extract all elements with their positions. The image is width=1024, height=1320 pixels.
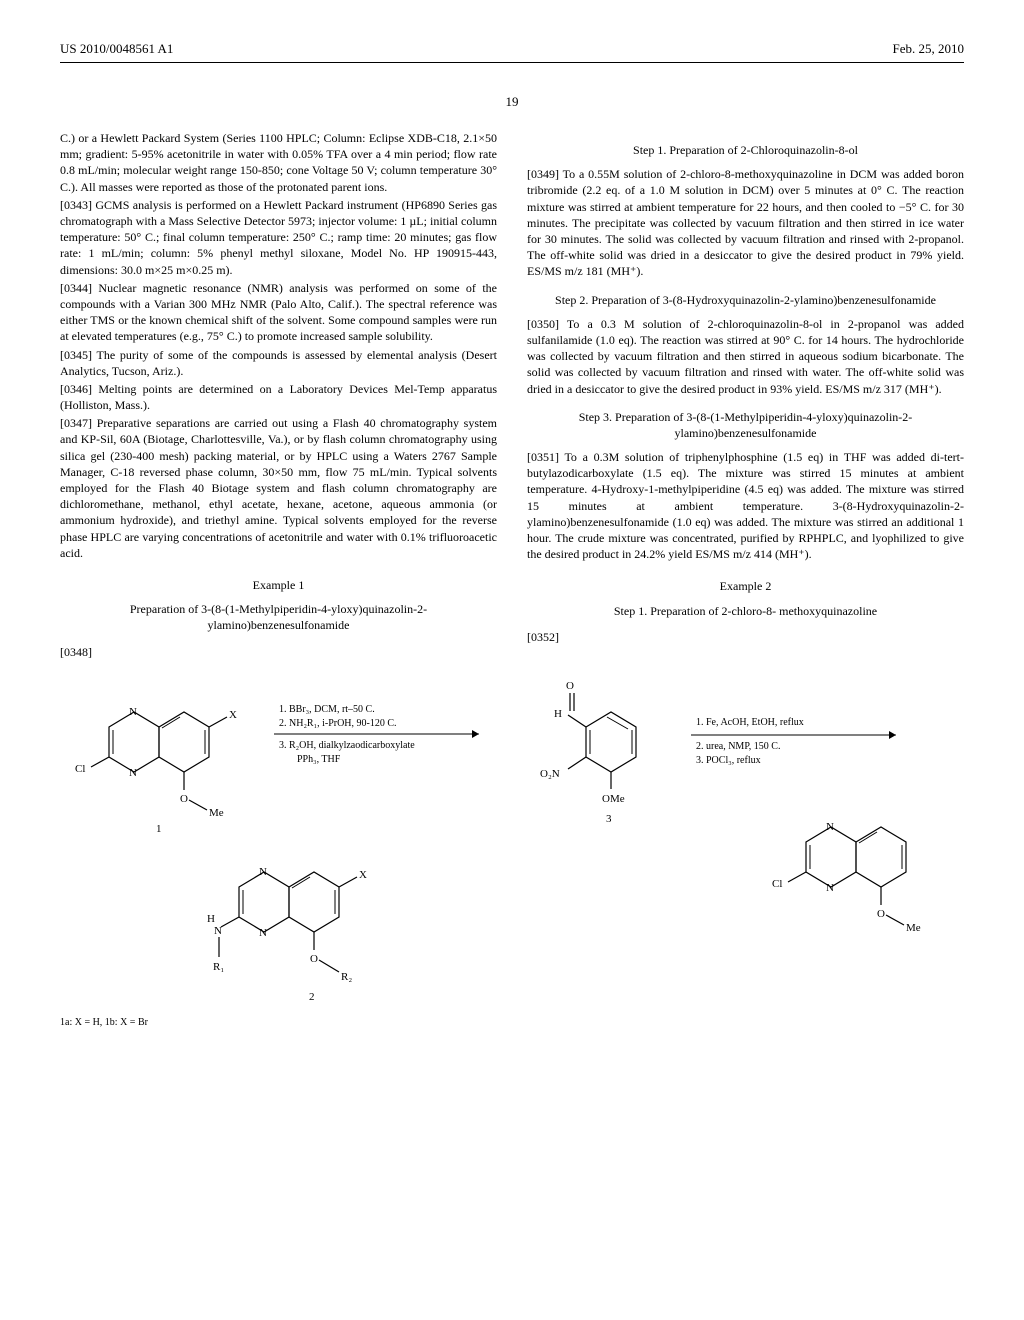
compound-2-label: 2	[309, 991, 315, 1003]
example-1-name: Preparation of 3-(8-(1-Methylpiperidin-4…	[60, 601, 497, 633]
atom-n: N	[259, 866, 267, 878]
para-0348: [0348]	[60, 644, 497, 660]
atom-n: N	[214, 925, 222, 937]
para-0344: [0344] Nuclear magnetic resonance (NMR) …	[60, 280, 497, 345]
scheme-1-svg: N N Cl X O Me 1 1. BBr₃,	[69, 672, 489, 1012]
reagent-line: PPh₃, THF	[297, 754, 341, 765]
para-0346: [0346] Melting points are determined on …	[60, 381, 497, 413]
atom-n: N	[259, 927, 267, 939]
atom-h: H	[207, 913, 215, 925]
atom-h: H	[554, 708, 562, 720]
page-header: US 2010/0048561 A1 Feb. 25, 2010	[60, 40, 964, 63]
atom-ome: OMe	[602, 793, 625, 805]
atom-n: N	[826, 821, 834, 833]
atom-r2: R₂	[341, 971, 352, 983]
atom-me: Me	[906, 922, 921, 934]
atom-x: X	[229, 709, 237, 721]
atom-n: N	[129, 706, 137, 718]
step-3-title: Step 3. Preparation of 3-(8-(1-Methylpip…	[527, 409, 964, 441]
para-0342-cont: C.) or a Hewlett Packard System (Series …	[60, 130, 497, 195]
reagent-line: 2. urea, NMP, 150 C.	[696, 741, 780, 752]
para-0349: [0349] To a 0.55M solution of 2-chloro-8…	[527, 166, 964, 279]
para-0352: [0352]	[527, 629, 964, 645]
scheme-1: N N Cl X O Me 1 1. BBr₃,	[60, 672, 497, 1030]
reagent-line: 1. Fe, AcOH, EtOH, reflux	[696, 717, 804, 728]
two-column-layout: C.) or a Hewlett Packard System (Series …	[60, 130, 964, 1041]
reagent-line: 1. BBr₃, DCM, rt–50 C.	[279, 704, 375, 715]
page-number: 19	[60, 93, 964, 111]
compound-1-label: 1	[156, 823, 162, 835]
atom-o: O	[310, 953, 318, 965]
atom-n: N	[826, 882, 834, 894]
example-2-name: Step 1. Preparation of 2-chloro-8- metho…	[527, 603, 964, 619]
atom-x: X	[359, 869, 367, 881]
atom-o: O	[566, 680, 574, 692]
reagent-line: 3. R₂OH, dialkylzaodicarboxylate	[279, 740, 415, 751]
atom-o: O	[180, 793, 188, 805]
step-2-title: Step 2. Preparation of 3-(8-Hydroxyquina…	[527, 292, 964, 308]
para-0345: [0345] The purity of some of the compoun…	[60, 347, 497, 379]
compound-3: H O O₂N OMe 3	[540, 680, 636, 825]
reaction-conditions-2: 1. Fe, AcOH, EtOH, reflux 2. urea, NMP, …	[691, 717, 896, 766]
atom-r1: R₁	[213, 961, 224, 973]
atom-cl: Cl	[772, 878, 782, 890]
example-2-label: Example 2	[527, 578, 964, 594]
atom-n: N	[129, 767, 137, 779]
compound-1a: N N Cl O Me 1a	[772, 821, 921, 937]
atom-o2n: O₂N	[540, 768, 560, 780]
para-0350: [0350] To a 0.3 M solution of 2-chloroqu…	[527, 316, 964, 397]
scheme-2-svg: H O O₂N OMe 3 1. Fe, AcOH, EtOH, reflux	[536, 657, 956, 937]
compound-2: N N X H N R₁ O R₂ 2	[207, 866, 367, 1003]
para-0347: [0347] Preparative separations are carri…	[60, 415, 497, 561]
reagent-line: 3. POCl₃, reflux	[696, 755, 761, 766]
scheme-2: H O O₂N OMe 3 1. Fe, AcOH, EtOH, reflux	[527, 657, 964, 937]
scheme-1-footnote: 1a: X = H, 1b: X = Br	[60, 1016, 497, 1030]
reagent-line: 2. NH₂R₁, i-PrOH, 90-120 C.	[279, 718, 397, 729]
atom-o: O	[877, 908, 885, 920]
compound-1: N N Cl X O Me 1	[75, 706, 237, 835]
left-column: C.) or a Hewlett Packard System (Series …	[60, 130, 497, 1041]
compound-3-label: 3	[606, 813, 612, 825]
reaction-conditions-1: 1. BBr₃, DCM, rt–50 C. 2. NH₂R₁, i-PrOH,…	[274, 704, 479, 765]
atom-me: Me	[209, 807, 224, 819]
para-0343: [0343] GCMS analysis is performed on a H…	[60, 197, 497, 278]
atom-cl: Cl	[75, 763, 85, 775]
publication-date: Feb. 25, 2010	[893, 40, 965, 58]
example-1-label: Example 1	[60, 577, 497, 593]
right-column: Step 1. Preparation of 2-Chloroquinazoli…	[527, 130, 964, 1041]
para-0351: [0351] To a 0.3M solution of triphenylph…	[527, 449, 964, 562]
patent-number: US 2010/0048561 A1	[60, 40, 173, 58]
step-1-title: Step 1. Preparation of 2-Chloroquinazoli…	[527, 142, 964, 158]
